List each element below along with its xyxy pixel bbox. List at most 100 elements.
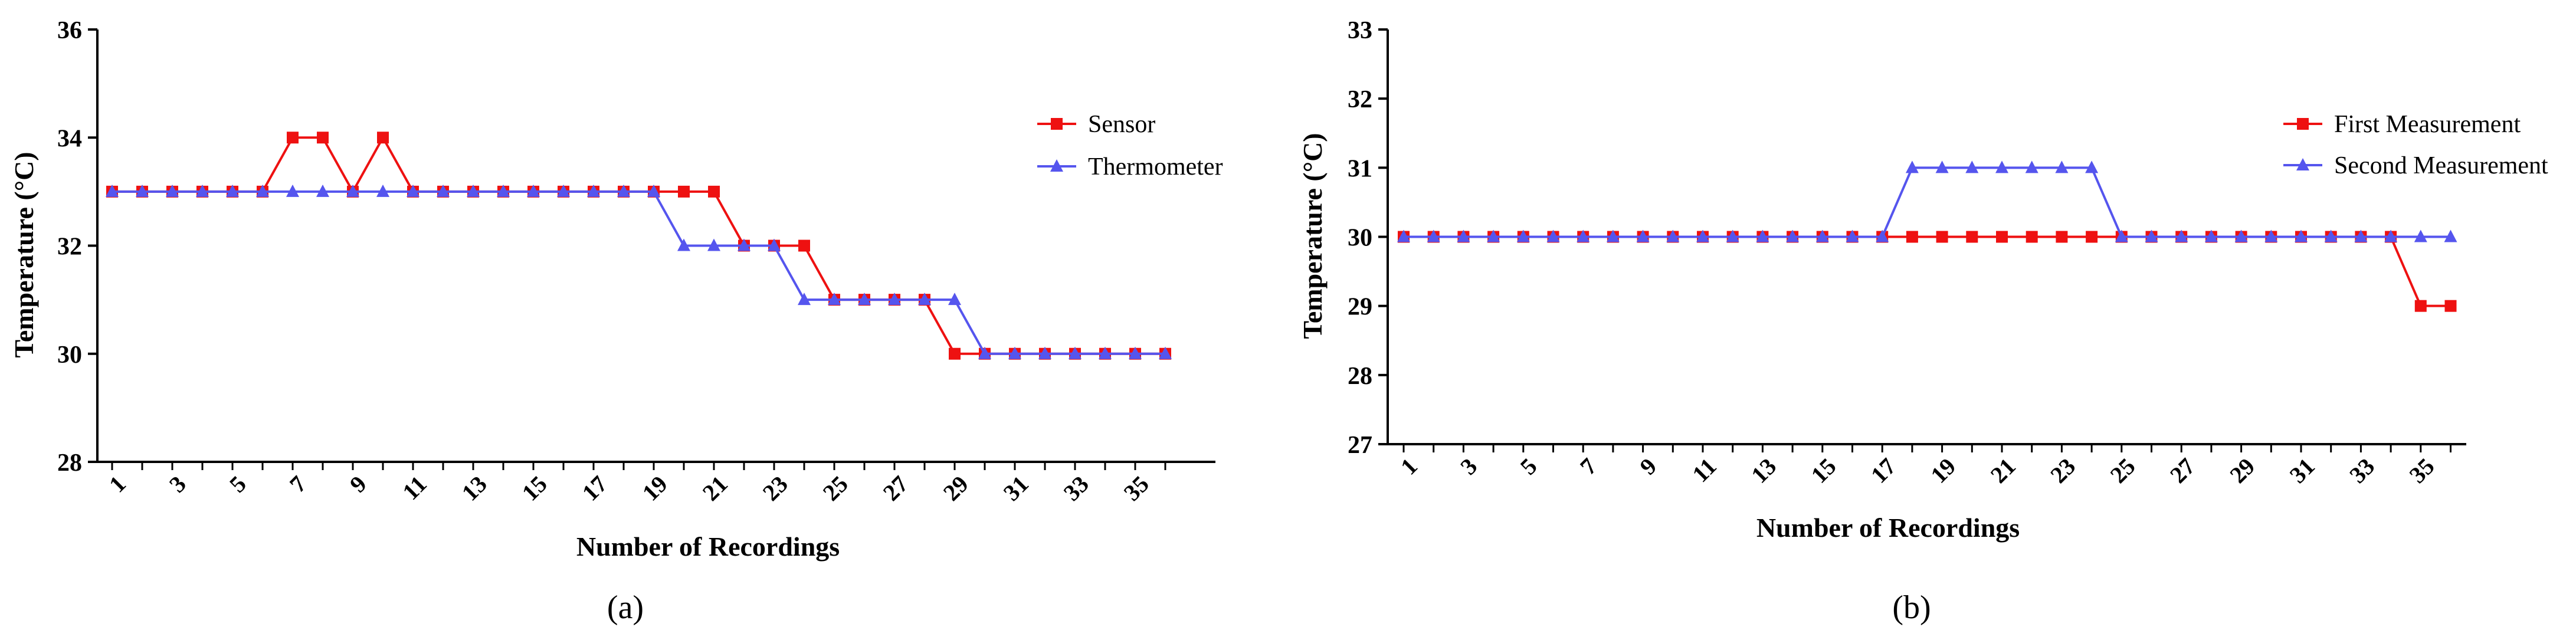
series-line-2	[112, 190, 1165, 355]
data-point	[798, 293, 811, 306]
data-point	[557, 184, 570, 197]
x-tick-label: 19	[1925, 453, 1961, 488]
x-tick-label: 17	[1866, 453, 1901, 488]
data-point	[1726, 229, 1739, 242]
data-point	[617, 184, 630, 197]
x-tick-label: 9	[1634, 453, 1661, 480]
data-point	[677, 238, 690, 251]
data-point	[1906, 231, 1918, 243]
x-tick-label: 5	[224, 471, 251, 498]
x-tick-label: 29	[2224, 453, 2260, 488]
data-point	[467, 184, 480, 197]
x-tick-label: 23	[758, 471, 793, 506]
x-tick-label: 33	[1058, 471, 1094, 506]
data-point	[527, 184, 540, 197]
y-tick-label: 32	[57, 234, 82, 261]
x-tick-label: 5	[1515, 453, 1542, 480]
data-point	[647, 184, 660, 197]
x-tick-label: 31	[998, 471, 1034, 506]
y-tick-label: 34	[57, 125, 82, 152]
x-tick-label: 1	[1395, 453, 1423, 480]
data-point	[828, 293, 841, 306]
y-tick-label: 31	[1348, 155, 1372, 182]
x-tick-label: 7	[284, 471, 312, 498]
data-point	[587, 184, 600, 197]
data-point	[316, 184, 329, 197]
data-point	[1516, 229, 1530, 242]
legend-marker	[1050, 159, 1063, 172]
data-point	[1696, 229, 1709, 242]
data-point	[317, 132, 329, 144]
data-point	[1636, 229, 1650, 242]
data-point	[2295, 229, 2308, 242]
x-tick-label: 3	[1455, 453, 1482, 480]
x-tick-label: 9	[345, 471, 372, 498]
x-tick-label: 13	[457, 471, 492, 506]
data-point	[2414, 229, 2427, 242]
x-axis-label: Number of Recordings	[1756, 513, 2020, 543]
data-point	[1966, 231, 1978, 243]
data-point	[1099, 346, 1112, 359]
data-point	[1995, 160, 2008, 173]
x-tick-label: 25	[818, 471, 853, 506]
x-tick-label: 11	[397, 471, 432, 506]
y-tick-label: 32	[1348, 86, 1372, 113]
panel-label-a: (a)	[607, 589, 644, 626]
data-point	[2175, 229, 2188, 242]
x-tick-label: 21	[1985, 453, 2021, 488]
data-point	[1397, 229, 1410, 242]
data-point	[1008, 346, 1021, 359]
data-point	[1666, 229, 1680, 242]
data-point	[1577, 229, 1590, 242]
data-point	[708, 185, 720, 198]
data-point	[136, 184, 149, 197]
data-point	[2414, 300, 2427, 312]
data-point	[2324, 229, 2338, 242]
data-point	[707, 238, 720, 251]
data-point	[1038, 346, 1051, 359]
data-point	[2086, 231, 2098, 243]
data-point	[2115, 229, 2128, 242]
legend-label: Second Measurement	[2334, 152, 2548, 179]
x-tick-label: 25	[2105, 453, 2141, 488]
x-tick-label: 35	[2404, 453, 2440, 488]
series-line-2	[1404, 166, 2451, 238]
data-point	[1786, 229, 1800, 242]
x-tick-label: 27	[878, 471, 913, 506]
data-point	[226, 184, 239, 197]
data-point	[1427, 229, 1440, 242]
data-point	[2354, 229, 2368, 242]
data-point	[858, 293, 871, 306]
y-tick-label: 28	[57, 449, 82, 477]
data-point	[978, 346, 991, 359]
y-tick-label: 30	[57, 342, 82, 369]
x-tick-label: 7	[1575, 453, 1602, 480]
x-tick-label: 19	[637, 471, 673, 506]
data-point	[1935, 160, 1949, 173]
data-point	[1815, 229, 1829, 242]
data-point	[1876, 229, 1889, 242]
x-tick-label: 1	[104, 471, 131, 498]
data-point	[678, 185, 690, 198]
x-tick-label: 31	[2285, 453, 2320, 488]
data-point	[1069, 346, 1081, 359]
data-point	[1129, 346, 1142, 359]
data-point	[798, 239, 810, 252]
legend-label: Thermometer	[1088, 153, 1223, 180]
x-tick-label: 11	[1687, 453, 1722, 488]
data-point	[437, 184, 450, 197]
data-point	[2056, 231, 2068, 243]
y-tick-label: 33	[1348, 17, 1372, 44]
legend-marker	[2297, 118, 2309, 130]
legend-marker	[1051, 118, 1063, 130]
data-point	[1457, 229, 1470, 242]
data-point	[1965, 160, 1979, 173]
data-point	[1546, 229, 1560, 242]
data-point	[2145, 229, 2158, 242]
y-tick-label: 27	[1348, 432, 1372, 459]
data-point	[2384, 229, 2398, 242]
x-tick-label: 35	[1119, 471, 1154, 506]
data-point	[2204, 229, 2218, 242]
data-point	[1905, 160, 1919, 173]
x-tick-label: 23	[2045, 453, 2080, 488]
